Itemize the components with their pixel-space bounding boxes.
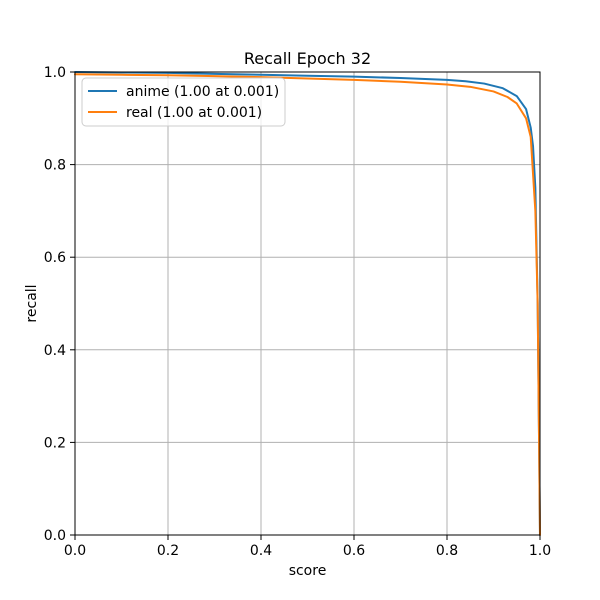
y-tick-label: 0.8 [44,158,66,174]
x-tick-label: 0.0 [64,543,86,559]
legend-box [81,77,286,127]
chart-title: Recall Epoch 32 [244,49,371,68]
y-axis-label: recall [24,284,40,322]
x-tick-label: 0.4 [250,543,272,559]
x-tick-label: 0.2 [157,543,179,559]
axis-ticks: 0.0 0.2 0.4 0.6 0.8 1.0 0.0 0.2 0.4 0.6 0.8 1.0 [44,65,551,559]
x-tick-label: 0.6 [343,543,365,559]
y-tick-label: 1.0 [44,65,66,81]
x-axis-label: score [289,563,327,579]
legend-label-0: anime (1.00 at 0.001) [126,84,279,100]
y-tick-label: 0.0 [44,528,66,544]
legend: anime (1.00 at 0.001) real (1.00 at 0.001… [81,77,286,127]
y-tick-label: 0.6 [44,250,66,266]
y-tick-label: 0.4 [44,343,66,359]
series-line-0 [74,71,541,536]
y-tick-label: 0.2 [44,435,66,451]
data-series [74,71,541,536]
legend-label-1: real (1.00 at 0.001) [126,105,262,121]
plot-frame [74,71,541,536]
grid-lines [74,71,541,536]
x-tick-label: 0.8 [436,543,458,559]
x-tick-label: 1.0 [529,543,551,559]
series-line-1 [74,73,541,536]
